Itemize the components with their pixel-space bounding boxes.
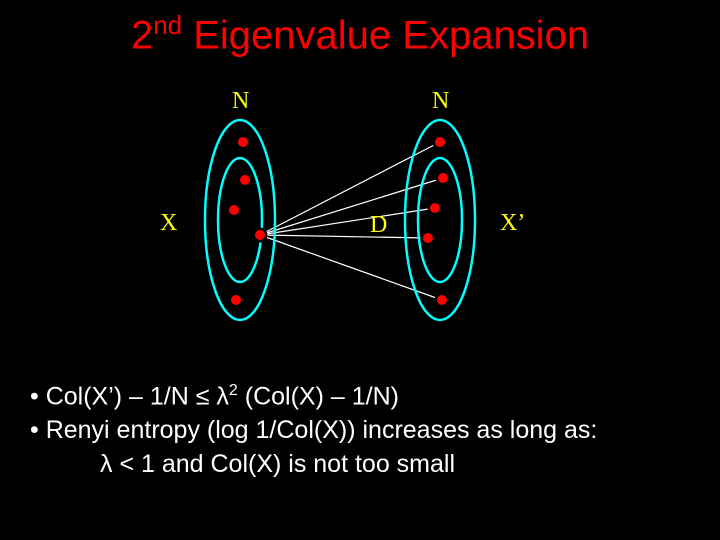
bullet-1-part1: • Col(X’) – 1/N ≤ λ: [30, 382, 229, 410]
left-dot-4-core: [231, 295, 241, 305]
label-X: X: [160, 210, 177, 236]
left-dot-0-core: [238, 137, 248, 147]
slide: 2nd Eigenvalue Expansion NNXDX’ • Col(X’…: [0, 0, 720, 540]
bullet-2b: λ < 1 and Col(X) is not too small: [30, 448, 690, 482]
bipartite-diagram: N N X D X’: [0, 90, 720, 350]
label-N-right: N: [432, 90, 449, 114]
label-N-left: N: [232, 90, 249, 114]
bullet-1-part2: (Col(X) – 1/N): [238, 382, 399, 410]
bullet-1: • Col(X’) – 1/N ≤ λ2 (Col(X) – 1/N): [30, 380, 690, 414]
right-dot-3-core: [423, 233, 433, 243]
left-outer-ellipse: [205, 120, 275, 320]
right-dot-4-core: [437, 295, 447, 305]
title-sup: nd: [153, 10, 182, 40]
title-rest: Eigenvalue Expansion: [182, 13, 589, 57]
edge: [260, 235, 428, 238]
title-prefix: 2: [131, 13, 153, 57]
right-outer-ellipse: [405, 120, 475, 320]
left-dot-1-core: [240, 175, 250, 185]
right-dot-1-core: [438, 173, 448, 183]
label-D: D: [370, 212, 387, 238]
label-X-prime: X’: [500, 210, 525, 236]
bullet-2a: • Renyi entropy (log 1/Col(X)) increases…: [30, 414, 690, 448]
bullet-1-sup: 2: [229, 382, 238, 399]
slide-title: 2nd Eigenvalue Expansion: [0, 10, 720, 58]
right-dot-2-core: [430, 203, 440, 213]
left-dot-3-core: [255, 230, 265, 240]
left-dot-2-core: [229, 205, 239, 215]
bullet-list: • Col(X’) – 1/N ≤ λ2 (Col(X) – 1/N) • Re…: [30, 380, 690, 482]
edge: [260, 178, 443, 235]
right-dot-0-core: [435, 137, 445, 147]
